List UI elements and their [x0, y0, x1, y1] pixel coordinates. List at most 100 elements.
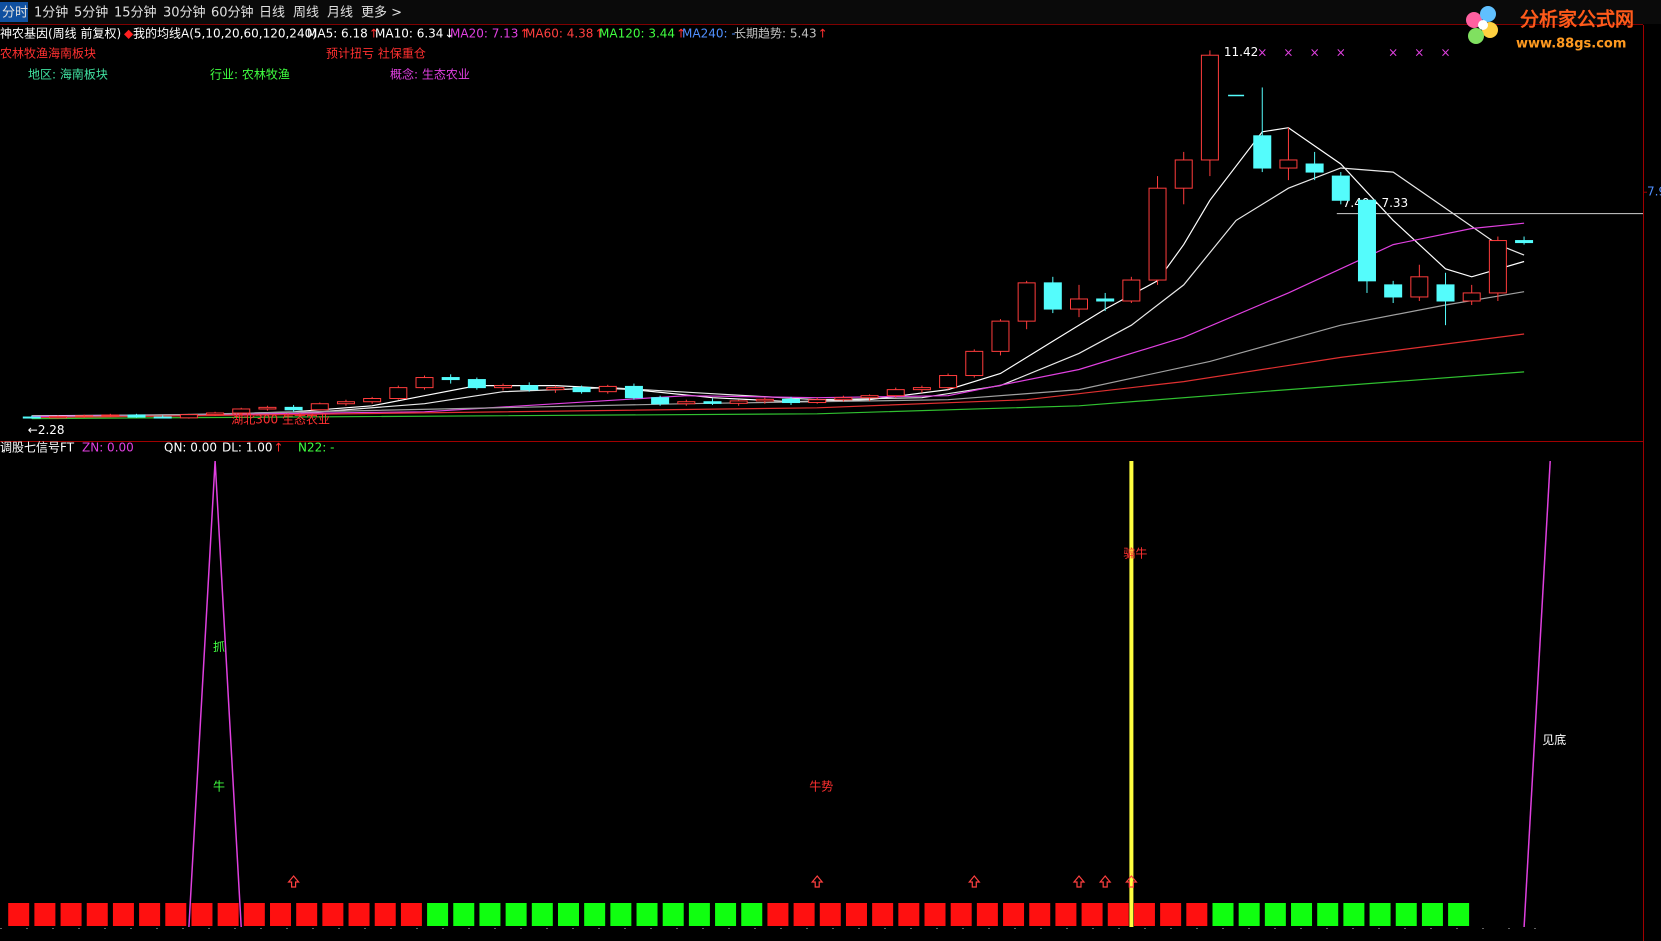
candle-body [1043, 282, 1062, 310]
tab[interactable]: 日线 [259, 6, 285, 21]
signal-box [872, 903, 894, 926]
candle-body [179, 414, 198, 419]
tag: 农林牧渔海南板块 [0, 46, 96, 61]
tab-bar [0, 0, 1661, 24]
candle-body [939, 375, 958, 389]
legend-arrow: ↑ [519, 27, 529, 41]
signal-box [400, 903, 422, 926]
marker: × [1257, 46, 1267, 60]
signal-box [8, 903, 30, 926]
signal-box [217, 903, 239, 926]
tab[interactable]: 60分钟 [211, 5, 254, 21]
candle-body [834, 397, 853, 401]
signal-box [60, 903, 82, 926]
y-tick-label: 7.9 [1647, 185, 1661, 199]
tab[interactable]: 周线 [293, 6, 319, 21]
ma-line [31, 371, 1525, 420]
candle-body [48, 416, 67, 419]
info: 地区: 海南板块 [28, 67, 108, 82]
signal-box [531, 903, 553, 926]
candle-body [912, 387, 931, 391]
tab[interactable]: 更多 > [361, 5, 402, 21]
signal-label: 骗牛 [1123, 546, 1147, 561]
candle-body [808, 399, 827, 404]
legend-item: MA60: 4.38 [525, 27, 593, 41]
candle-body [677, 401, 696, 405]
marker: × [1414, 46, 1424, 60]
candle-body [232, 408, 251, 414]
tab[interactable]: 分时 [2, 6, 28, 21]
signal-box [1448, 903, 1470, 926]
signal-box [1003, 903, 1025, 926]
candle-body [1462, 292, 1481, 302]
signal-box [767, 903, 789, 926]
signal-box [845, 903, 867, 926]
logo-petal [1466, 12, 1482, 28]
signal-box [898, 903, 920, 926]
signal-box [1369, 903, 1391, 926]
ma-line [31, 222, 1525, 418]
up-arrow [287, 875, 300, 888]
legend-arrow: ↑ [818, 27, 828, 41]
candle-body [729, 400, 748, 404]
candle-body [22, 416, 41, 419]
signal-box [1055, 903, 1077, 926]
candle-body [494, 385, 513, 389]
legend-item: MA10: 6.34 [375, 27, 443, 41]
legend-item: 长期趋势: 5.43 [734, 27, 817, 41]
signal-box [165, 903, 187, 926]
candle-body [624, 385, 643, 399]
legend-item: MA120: 3.44 [599, 27, 675, 41]
signal-box [427, 903, 449, 926]
signal-line [188, 460, 242, 928]
signal-box [976, 903, 998, 926]
ma-line [31, 333, 1525, 419]
signal-box [1291, 903, 1313, 926]
candle-body [1305, 163, 1324, 173]
signal-box [1395, 903, 1417, 926]
signal-box [688, 903, 710, 926]
signal-box [715, 903, 737, 926]
signal-box [1160, 903, 1182, 926]
signal-box [296, 903, 318, 926]
candle-body [1279, 159, 1298, 169]
candle-body [441, 377, 460, 381]
up-arrow [810, 875, 824, 888]
logo-center [1478, 20, 1488, 30]
legend-item: DL: 1.00 [222, 441, 273, 455]
signal-box [1264, 903, 1286, 926]
signal-box [819, 903, 841, 926]
signal-label: 抓 [213, 640, 225, 654]
red-marker: ◆ [124, 27, 134, 41]
legend-item: 调股七信号FT [0, 441, 75, 455]
candle-body [1488, 240, 1507, 294]
signal-box [950, 903, 972, 926]
tab[interactable]: 15分钟 [114, 5, 157, 21]
candle-body [310, 403, 329, 411]
marker: × [1336, 46, 1346, 60]
up-arrow [1072, 875, 1086, 888]
signal-box [793, 903, 815, 926]
indicator-name: 我的均线A(5,10,20,60,120,240) [133, 26, 317, 41]
legend-arrow: ↓ [444, 27, 454, 41]
legend-item: N22: - [298, 441, 334, 455]
signal-box [1186, 903, 1208, 926]
legend-arrow: ↑ [369, 27, 379, 41]
ma-line [31, 167, 1525, 417]
signal-box [86, 903, 108, 926]
tab[interactable]: 5分钟 [74, 5, 108, 21]
tab[interactable]: 月线 [327, 6, 353, 21]
candle-body [1331, 175, 1350, 201]
logo-petal [1480, 6, 1496, 22]
signal-box [112, 903, 134, 926]
candle-body [336, 401, 355, 405]
candle-body [1122, 279, 1141, 302]
signal-box [584, 903, 606, 926]
tab[interactable]: 1分钟 [34, 5, 68, 21]
signal-box [1107, 903, 1129, 926]
tab[interactable]: 30分钟 [163, 5, 206, 21]
legend-item: MA20: 7.13 [450, 27, 518, 41]
signal-box [1029, 903, 1051, 926]
